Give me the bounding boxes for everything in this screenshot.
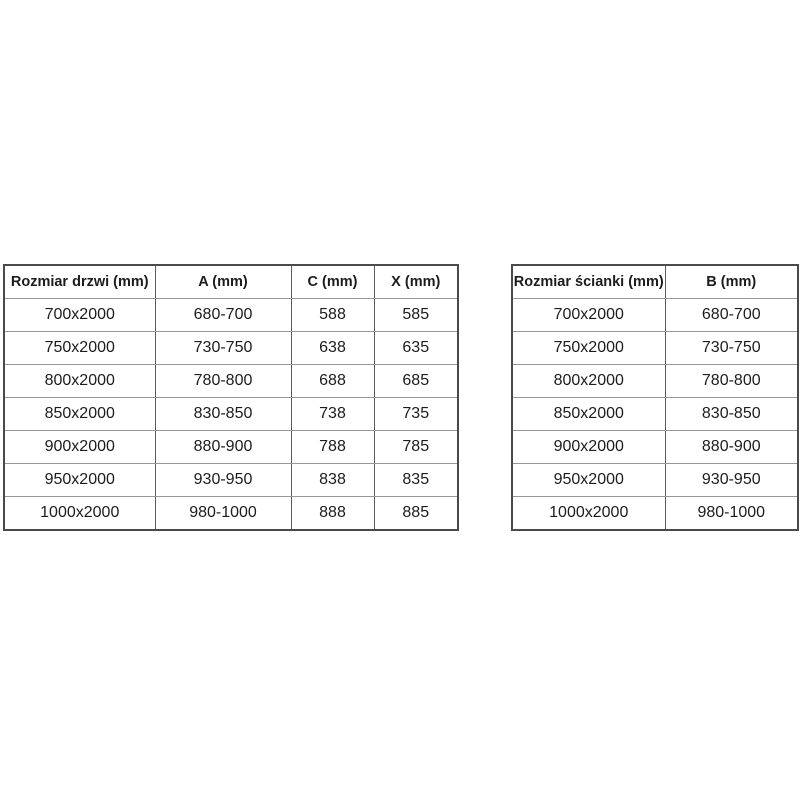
table-cell: 930-950 <box>664 463 799 497</box>
table-cell: 730-750 <box>664 331 799 365</box>
table-cell: 830-850 <box>664 397 799 431</box>
table-cell: 750x2000 <box>3 331 156 365</box>
table-cell: 1000x2000 <box>511 496 666 531</box>
table-cell: 880-900 <box>154 430 292 464</box>
table-cell: 950x2000 <box>3 463 156 497</box>
column-header: A (mm) <box>154 264 292 299</box>
table-cell: 830-850 <box>154 397 292 431</box>
table-row: 850x2000 830-850 <box>511 397 799 431</box>
table-row: 750x2000 730-750 <box>511 331 799 365</box>
table-cell: 750x2000 <box>511 331 666 365</box>
table-cell: 780-800 <box>154 364 292 398</box>
table-cell: 738 <box>290 397 375 431</box>
table-row: 900x2000 880-900 788 785 <box>3 430 459 464</box>
table-cell: 800x2000 <box>3 364 156 398</box>
table-row: 800x2000 780-800 688 685 <box>3 364 459 398</box>
table-cell: 588 <box>290 298 375 332</box>
table-cell: 838 <box>290 463 375 497</box>
table-row: 750x2000 730-750 638 635 <box>3 331 459 365</box>
header-row: Rozmiar ścianki (mm) B (mm) <box>511 264 799 299</box>
table-cell: 685 <box>373 364 459 398</box>
table-cell: 735 <box>373 397 459 431</box>
table-cell: 700x2000 <box>3 298 156 332</box>
column-header: Rozmiar ścianki (mm) <box>511 264 666 299</box>
table-cell: 785 <box>373 430 459 464</box>
column-header: X (mm) <box>373 264 459 299</box>
table-cell: 638 <box>290 331 375 365</box>
table-cell: 780-800 <box>664 364 799 398</box>
table-cell: 688 <box>290 364 375 398</box>
table-row: 950x2000 930-950 838 835 <box>3 463 459 497</box>
table-row: 850x2000 830-850 738 735 <box>3 397 459 431</box>
table-cell: 585 <box>373 298 459 332</box>
table-cell: 900x2000 <box>3 430 156 464</box>
table-cell: 980-1000 <box>154 496 292 531</box>
table-cell: 900x2000 <box>511 430 666 464</box>
column-header: B (mm) <box>664 264 799 299</box>
table-cell: 788 <box>290 430 375 464</box>
table-cell: 680-700 <box>154 298 292 332</box>
table-cell: 730-750 <box>154 331 292 365</box>
table-row: 900x2000 880-900 <box>511 430 799 464</box>
table-cell: 850x2000 <box>511 397 666 431</box>
table-cell: 930-950 <box>154 463 292 497</box>
table-cell: 850x2000 <box>3 397 156 431</box>
table-cell: 835 <box>373 463 459 497</box>
header-row: Rozmiar drzwi (mm) A (mm) C (mm) X (mm) <box>3 264 459 299</box>
table-row: 1000x2000 980-1000 <box>511 496 799 531</box>
table-cell: 950x2000 <box>511 463 666 497</box>
table-cell: 885 <box>373 496 459 531</box>
table-row: 700x2000 680-700 <box>511 298 799 332</box>
table-row: 700x2000 680-700 588 585 <box>3 298 459 332</box>
table-cell: 635 <box>373 331 459 365</box>
table-row: 1000x2000 980-1000 888 885 <box>3 496 459 531</box>
wall-size-table: Rozmiar ścianki (mm) B (mm) 700x2000 680-70… <box>511 264 799 531</box>
column-header: Rozmiar drzwi (mm) <box>3 264 156 299</box>
table-row: 950x2000 930-950 <box>511 463 799 497</box>
table-cell: 888 <box>290 496 375 531</box>
table-row: 800x2000 780-800 <box>511 364 799 398</box>
column-header: C (mm) <box>290 264 375 299</box>
table-cell: 980-1000 <box>664 496 799 531</box>
table-cell: 680-700 <box>664 298 799 332</box>
table-cell: 880-900 <box>664 430 799 464</box>
table-cell: 1000x2000 <box>3 496 156 531</box>
table-cell: 800x2000 <box>511 364 666 398</box>
door-size-table: Rozmiar drzwi (mm) A (mm) C (mm) X (mm) 700x… <box>3 264 459 531</box>
table-cell: 700x2000 <box>511 298 666 332</box>
